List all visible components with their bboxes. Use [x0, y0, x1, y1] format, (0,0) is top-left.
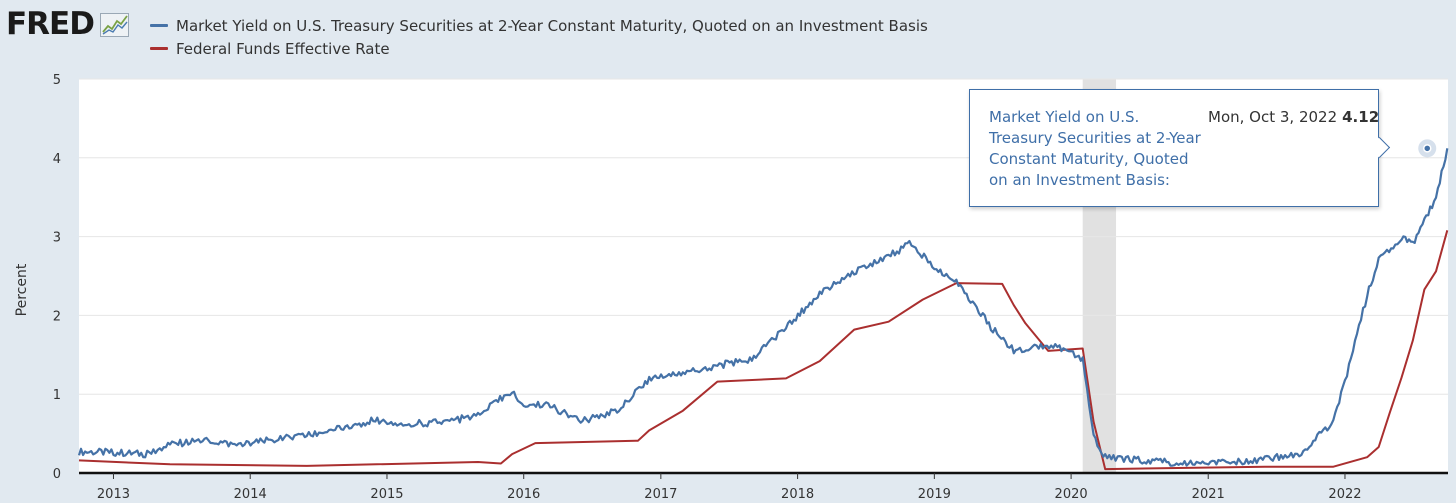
legend-label: Federal Funds Effective Rate: [176, 39, 390, 58]
fred-logo-text: FRED: [6, 6, 95, 42]
x-tick-label: 2014: [234, 487, 267, 502]
y-tick-label: 3: [53, 231, 61, 246]
x-tick-label: 2016: [507, 487, 540, 502]
x-tick-label: 2013: [97, 487, 130, 502]
legend-swatch-red: [150, 47, 168, 50]
y-axis-label: Percent: [14, 263, 30, 316]
x-tick-label: 2022: [1328, 487, 1361, 502]
x-tick-label: 2021: [1192, 487, 1225, 502]
x-tick-label: 2017: [644, 487, 677, 502]
x-tick-label: 2019: [918, 487, 951, 502]
chart-legend: Market Yield on U.S. Treasury Securities…: [150, 14, 928, 60]
x-tick-label: 2015: [370, 487, 403, 502]
hover-point: [1423, 144, 1432, 153]
series-line-fed-funds: [78, 230, 1449, 471]
y-tick-label: 0: [53, 467, 61, 482]
legend-label: Market Yield on U.S. Treasury Securities…: [176, 16, 928, 35]
y-tick-label: 2: [53, 309, 61, 324]
series-line-treasury-2y: [77, 148, 1449, 467]
tooltip-value: 4.12: [1342, 108, 1380, 126]
tooltip-date-value: Mon, Oct 3, 2022 4.12: [1208, 107, 1379, 128]
data-tooltip: Market Yield on U.S. Treasury Securities…: [969, 89, 1391, 207]
fred-chart-icon: [99, 13, 129, 37]
tooltip-series-name: Market Yield on U.S. Treasury Securities…: [989, 108, 1201, 189]
y-tick-label: 4: [53, 152, 61, 167]
x-tick-label: 2020: [1055, 487, 1088, 502]
fred-logo[interactable]: FRED: [6, 8, 130, 40]
legend-item-fed-funds[interactable]: Federal Funds Effective Rate: [150, 37, 928, 60]
y-tick-label: 1: [53, 388, 61, 403]
legend-swatch-blue: [150, 24, 168, 27]
legend-item-treasury-yield[interactable]: Market Yield on U.S. Treasury Securities…: [150, 14, 928, 37]
x-tick-label: 2018: [781, 487, 814, 502]
tooltip-date: Mon, Oct 3, 2022: [1208, 108, 1338, 126]
y-tick-label: 5: [53, 73, 61, 88]
